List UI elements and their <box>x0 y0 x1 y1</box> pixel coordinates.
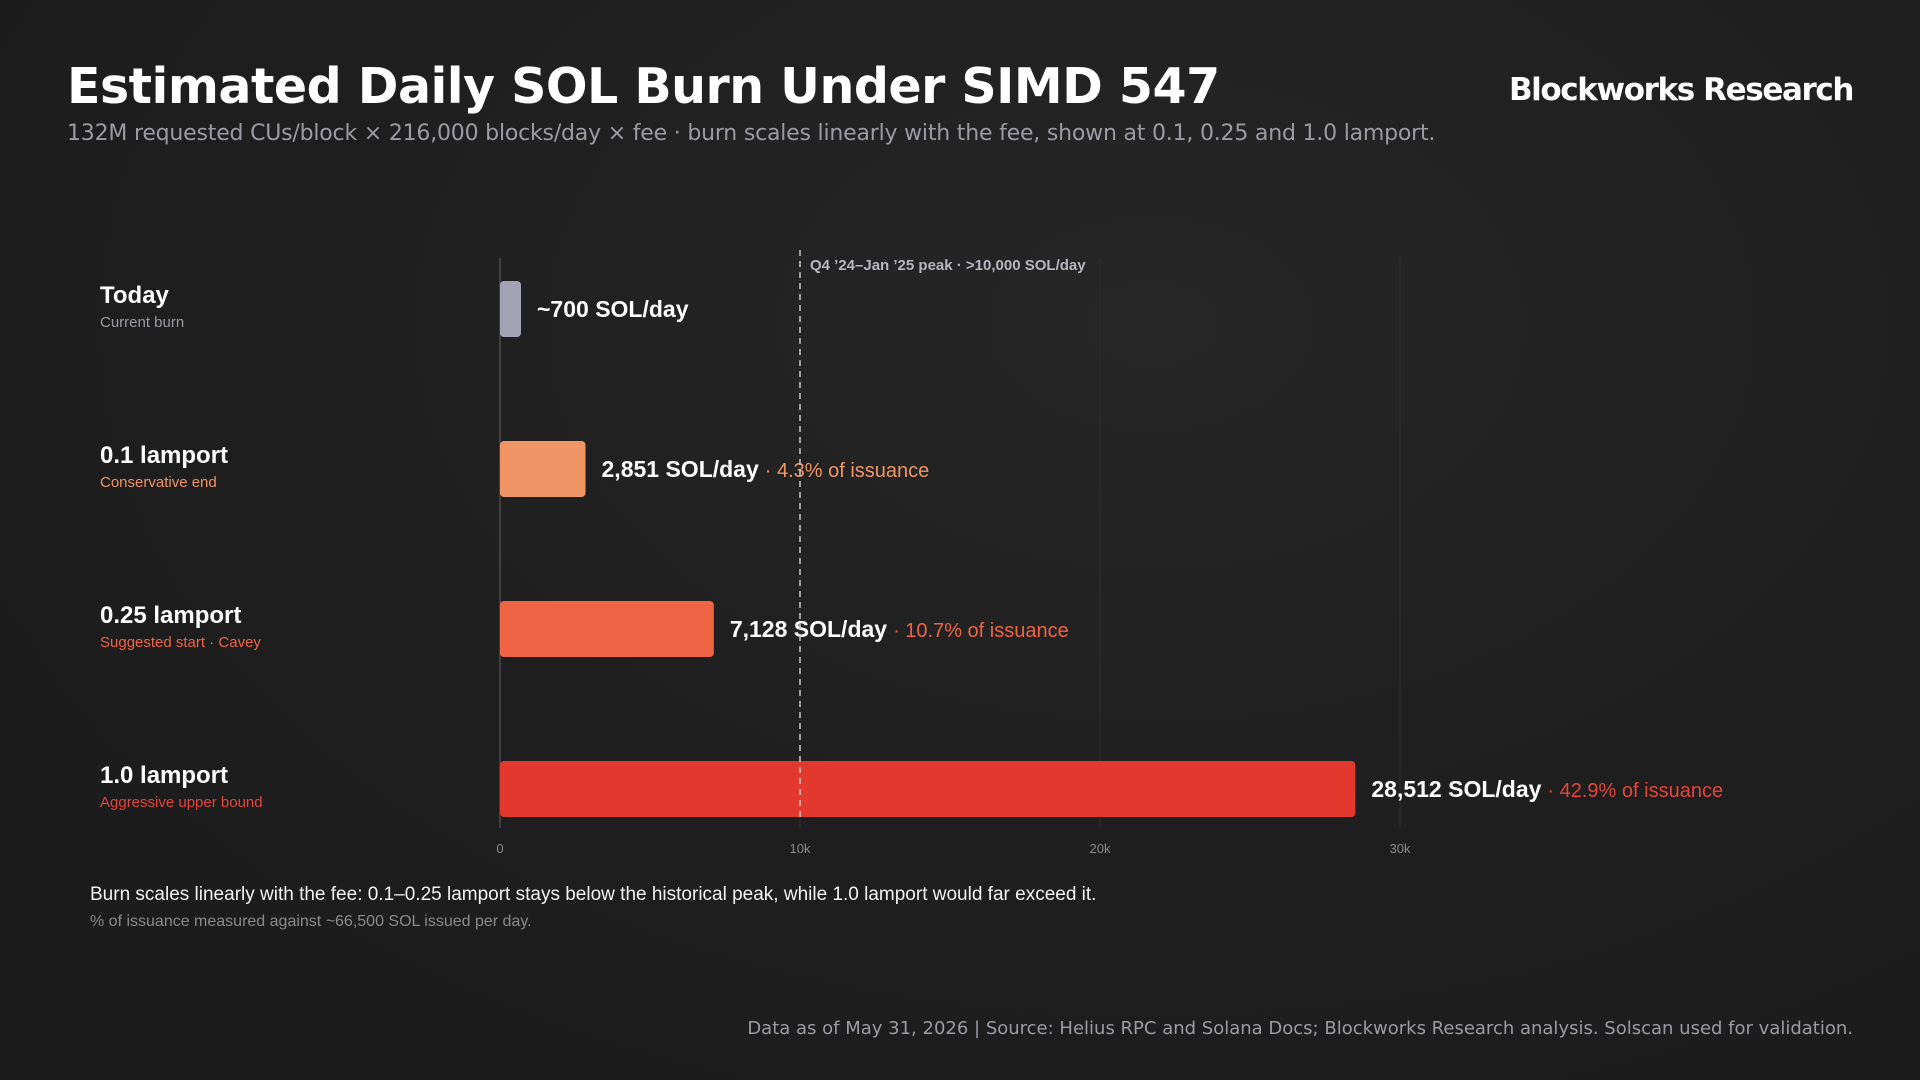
row-desc: Conservative end <box>100 474 217 491</box>
row-name: Today <box>100 282 169 309</box>
x-tick-label: 30k <box>1390 841 1411 856</box>
page-subtitle: 132M requested CUs/block × 216,000 block… <box>67 121 1436 146</box>
chart-footnote: % of issuance measured against ~66,500 S… <box>90 913 532 930</box>
x-tick-label: 20k <box>1090 841 1111 856</box>
bar-value: 28,512 SOL/day <box>1371 776 1541 802</box>
page-title: Estimated Daily SOL Burn Under SIMD 547 <box>67 58 1220 115</box>
chart-note: Burn scales linearly with the fee: 0.1–0… <box>90 884 1097 905</box>
bar-value: 7,128 SOL/day <box>730 616 887 642</box>
bar-value-label: 28,512 SOL/day · 42.9% of issuance <box>1371 776 1723 802</box>
bar-share-label: · 10.7% of issuance <box>893 620 1069 642</box>
row-label-0-25-lamport: 0.25 lamport Suggested start · Cavey <box>100 602 261 653</box>
bar-value: ~700 SOL/day <box>537 296 689 322</box>
bar-value-label: 2,851 SOL/day · 4.3% of issuance <box>602 456 930 482</box>
bar <box>500 281 521 337</box>
bar-value-label: 7,128 SOL/day · 10.7% of issuance <box>730 616 1069 642</box>
bar-value-label: ~700 SOL/day <box>537 296 689 322</box>
row-desc: Current burn <box>100 314 185 331</box>
bar-value: 2,851 SOL/day <box>602 456 759 482</box>
x-tick-label: 0 <box>496 841 503 856</box>
source-footer: Data as of May 31, 2026 | Source: Helius… <box>747 1018 1853 1039</box>
bar-share-label: · 42.9% of issuance <box>1547 780 1723 802</box>
peak-reference-label: Q4 ’24–Jan ’25 peak · >10,000 SOL/day <box>810 257 1086 274</box>
row-name: 1.0 lamport <box>100 762 229 789</box>
row-desc: Aggressive upper bound <box>100 794 263 811</box>
row-name: 0.25 lamport <box>100 602 242 629</box>
x-tick-label: 10k <box>790 841 811 856</box>
bar <box>500 601 714 657</box>
row-name: 0.1 lamport <box>100 442 229 469</box>
row-desc: Suggested start · Cavey <box>100 634 261 651</box>
bar <box>500 761 1356 817</box>
row-label-today: Today Current burn <box>100 282 184 333</box>
brand-logo: Blockworks Research <box>1508 72 1854 108</box>
row-label-0-1-lamport: 0.1 lamport Conservative end <box>100 442 228 493</box>
row-label-1-0-lamport: 1.0 lamport Aggressive upper bound <box>100 762 263 813</box>
bar-share-label: · 4.3% of issuance <box>765 460 930 482</box>
bar <box>500 441 586 497</box>
